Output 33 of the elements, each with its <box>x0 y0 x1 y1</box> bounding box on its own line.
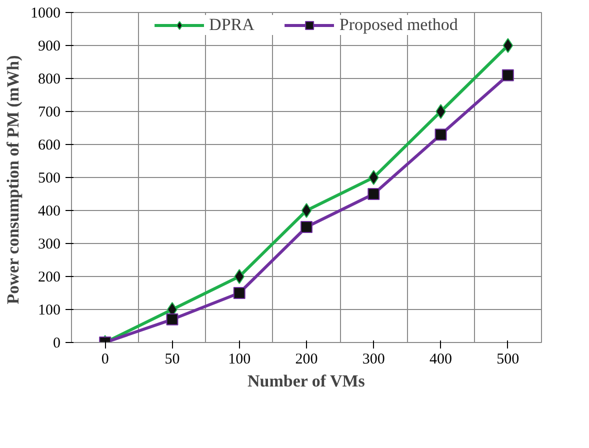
point <box>300 221 312 233</box>
y-tick-label: 100 <box>38 302 60 318</box>
point <box>502 38 514 53</box>
legend-label: DPRA <box>209 15 254 35</box>
point <box>436 104 446 119</box>
y-tick-label: 400 <box>38 204 60 220</box>
y-tick-label: 0 <box>53 336 60 352</box>
point <box>301 203 312 218</box>
y-tick-label: 700 <box>38 104 60 120</box>
y-tick-label: 900 <box>38 38 60 54</box>
point <box>166 313 178 326</box>
legend-label: Proposed method <box>339 15 458 35</box>
y-tick-label: 200 <box>38 270 60 286</box>
point <box>502 69 514 82</box>
x-tick-label: 50 <box>164 352 180 368</box>
y-axis-title: Power consumption of PM (mWh) <box>4 55 22 304</box>
x-tick-label: 0 <box>101 352 109 368</box>
x-tick-label: 100 <box>228 352 251 368</box>
y-tick-label: 500 <box>38 170 60 186</box>
point <box>368 170 379 185</box>
x-tick-label: 200 <box>295 352 318 368</box>
point <box>234 269 245 284</box>
x-axis-title: Number of VMs <box>247 372 366 390</box>
y-tick-label: 600 <box>38 138 60 154</box>
x-tick-label: 500 <box>496 352 520 368</box>
point <box>368 188 380 200</box>
point <box>233 287 246 299</box>
y-tick-label: 800 <box>38 72 60 88</box>
x-tick-label: 300 <box>362 352 385 368</box>
point <box>434 128 447 141</box>
x-tick-label: 400 <box>430 352 452 368</box>
y-tick-label: 1000 <box>30 6 60 22</box>
y-tick-label: 300 <box>38 236 60 252</box>
